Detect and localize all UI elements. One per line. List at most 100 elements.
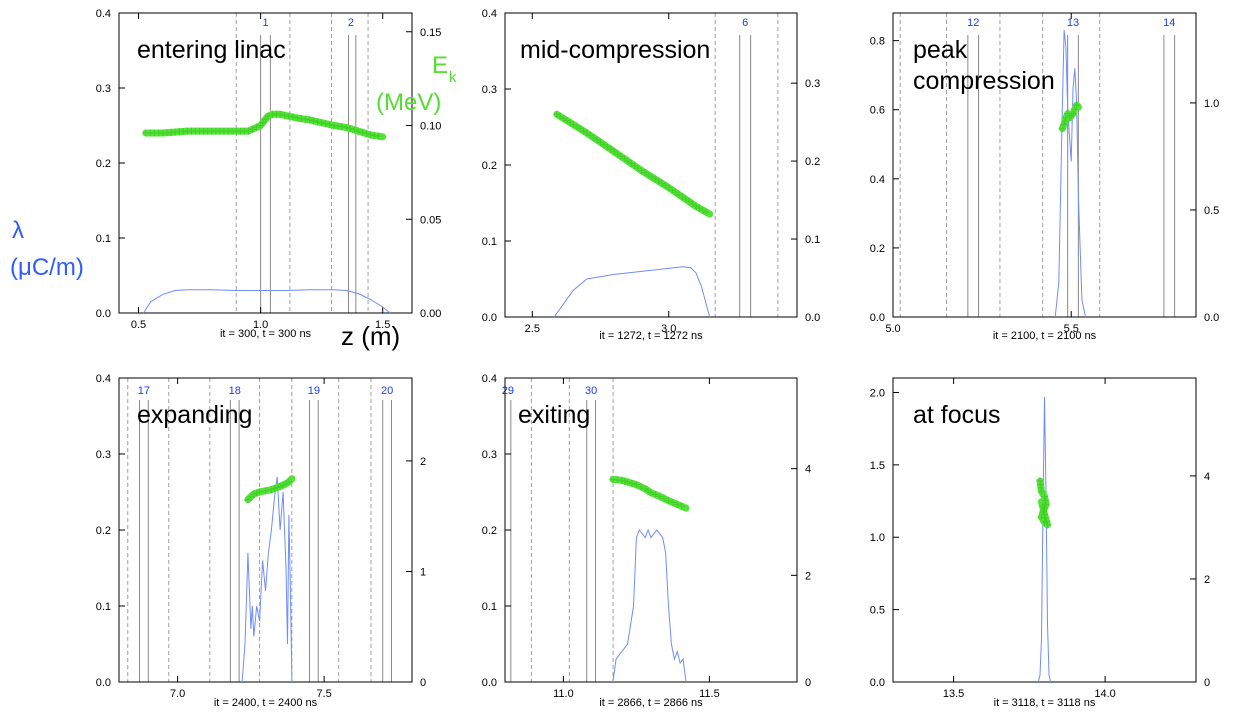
energy-point-marker — [371, 132, 379, 139]
energy-point-marker — [301, 115, 309, 123]
x-tick-label: 3.0 — [661, 323, 676, 335]
energy-point-marker — [276, 110, 284, 118]
y-left-tick-label: 0.3 — [96, 449, 111, 461]
energy-point-marker — [1073, 101, 1081, 109]
energy-point-marker — [613, 476, 621, 484]
panel-caption: it = 1272, t = 1272 ns — [599, 330, 703, 342]
energy-point-marker — [1069, 110, 1077, 118]
energy-point-marker — [256, 488, 264, 496]
energy-point-marker — [1037, 484, 1045, 492]
y-right-tick-label: 0.1 — [805, 234, 820, 246]
panel-caption: it = 2866, t = 2866 ns — [599, 697, 703, 709]
energy-point-marker — [318, 119, 326, 127]
y-right-subscript: k — [449, 69, 457, 86]
y-left-tick-label: 0.4 — [96, 8, 111, 20]
y-right-tick-label: 0.0 — [805, 312, 820, 324]
energy-point-marker — [267, 486, 275, 494]
energy-series-line — [244, 475, 296, 504]
energy-point-marker — [248, 125, 256, 133]
y-right-tick-label: 0.3 — [805, 78, 820, 90]
y-left-tick-label: 0.2 — [96, 525, 111, 537]
energy-point-marker — [618, 476, 626, 484]
y-right-tick-label: 0.00 — [420, 308, 441, 320]
energy-point-marker — [1041, 493, 1048, 501]
energy-point-marker — [285, 478, 293, 486]
plot-panel: 29 30 0.0 0.1 0.2 0.3 0.4 0 2 4 11.0 11.5 exiting it … — [482, 373, 811, 709]
x-tick-label: 14.0 — [1094, 688, 1115, 700]
panel-caption: it = 3118, t = 3118 ns — [994, 697, 1096, 709]
y-right-tick-label: 0.5 — [1204, 205, 1219, 217]
energy-point-marker — [289, 113, 297, 121]
plot-panel: 12 13 14 0.0 0.2 0.4 0.6 0.8 0.0 0.5 1.0 5.0 5.5 peak… — [870, 12, 1219, 342]
energy-point-marker — [270, 485, 278, 493]
x-tick-label: 1.0 — [253, 319, 268, 331]
y-left-tick-label: 0.1 — [482, 236, 497, 248]
y-right-tick-label: 2 — [805, 570, 811, 582]
energy-point-marker — [285, 112, 293, 120]
y-left-tick-label: 0.3 — [96, 83, 111, 95]
energy-point-marker — [276, 482, 284, 490]
y-left-tick-label: 0.2 — [96, 158, 111, 170]
y-left-tick-label: 0.1 — [96, 601, 111, 613]
panel-title: exiting — [518, 401, 590, 429]
plot-panel: 17 18 19 20 0.0 0.1 0.2 0.3 0.4 0 1 2 7.0 7.5 expandin… — [96, 373, 426, 709]
y-left-tick-label: 0.1 — [482, 601, 497, 613]
gap-number-label: 18 — [229, 385, 241, 397]
energy-point-marker — [322, 120, 330, 128]
y-right-unit: (MeV) — [376, 89, 441, 116]
energy-point-marker — [1036, 477, 1044, 485]
gap-number-label: 20 — [381, 385, 393, 397]
gap-number-label: 30 — [585, 385, 597, 397]
x-tick-label: 0.5 — [131, 319, 146, 331]
energy-point-marker — [350, 126, 358, 134]
panel-title: at focus — [913, 401, 1001, 429]
panel-title: expanding — [137, 401, 252, 429]
plot-panel: 1 2 0.0 0.1 0.2 0.3 0.4 0.00 0.05 0.10 0.15 0.5 1.0 1… — [96, 8, 442, 340]
energy-point-marker — [1042, 500, 1050, 508]
energy-point-marker — [334, 122, 342, 130]
energy-point-marker — [665, 497, 673, 505]
energy-point-marker — [1044, 521, 1052, 529]
x-axis-label: z (m) — [341, 321, 400, 351]
energy-point-marker — [362, 130, 370, 138]
energy-point-marker — [273, 483, 281, 491]
y-right-tick-label: 1 — [420, 566, 426, 578]
energy-point-marker — [1071, 105, 1079, 113]
energy-point-marker — [305, 116, 313, 124]
y-left-tick-label: 0.5 — [870, 605, 885, 617]
gap-number-label: 1 — [262, 17, 268, 29]
y-left-tick-label: 0.3 — [482, 84, 497, 96]
energy-point-marker — [624, 478, 632, 486]
y-right-tick-label: 0.10 — [420, 121, 441, 133]
plot-frame — [892, 377, 1197, 683]
y-left-tick-label: 0.0 — [96, 308, 111, 320]
energy-point-marker — [1041, 511, 1048, 519]
energy-point-marker — [253, 489, 261, 497]
y-right-tick-label: 0 — [1204, 677, 1210, 689]
panel-caption: it = 300, t = 300 ns — [220, 328, 312, 340]
energy-point-marker — [366, 131, 374, 139]
x-tick-label: 2.5 — [525, 323, 540, 335]
energy-point-marker — [330, 122, 338, 129]
x-tick-label: 13.5 — [943, 688, 964, 700]
plot-panels: 1 20.00.10.20.30.40.000.050.100.150.5 1.0 1… — [96, 8, 1220, 709]
y-right-tick-label: 0.2 — [805, 156, 820, 168]
plot-panel: 6 0.0 0.1 0.2 0.3 0.4 0.0 0.1 0.2 0.3 2.5 3.0 mid-co… — [482, 8, 821, 342]
energy-point-marker — [293, 114, 301, 122]
y-left-symbol: λ — [12, 217, 24, 244]
energy-point-marker — [1060, 120, 1068, 128]
energy-point-marker — [1061, 117, 1069, 125]
y-left-tick-label: 0.4 — [482, 373, 497, 385]
energy-point-marker — [673, 500, 681, 508]
energy-point-marker — [326, 121, 334, 129]
y-right-tick-label: 4 — [805, 464, 811, 476]
energy-point-marker — [253, 123, 261, 131]
y-left-tick-label: 0.8 — [870, 36, 885, 48]
line-density-series-line — [142, 289, 391, 314]
energy-point-marker — [280, 111, 288, 119]
y-right-tick-label: 0 — [420, 677, 426, 689]
energy-point-marker — [338, 123, 346, 131]
y-left-tick-label: 0.2 — [482, 160, 497, 172]
y-left-tick-label: 0.6 — [870, 105, 885, 117]
y-left-tick-label: 0.4 — [870, 174, 885, 186]
